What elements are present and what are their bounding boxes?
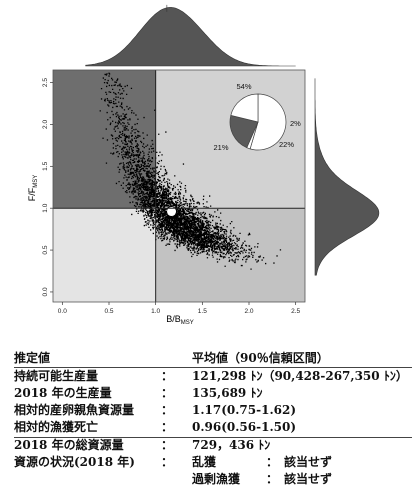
- row-colon: ：: [161, 369, 174, 383]
- row-label: 2018 年の生産量: [14, 386, 112, 400]
- row-value: 1.17(0.75-1.62): [192, 403, 297, 417]
- table-row: 持続可能生産量 ： 121,298 ﾄﾝ（90,428-267,350 ﾄﾝ）: [14, 368, 412, 385]
- row-colon: ：: [161, 403, 174, 417]
- estimates-table: 推定値 平均値（90％信頼区間） 持続可能生産量 ： 121,298 ﾄﾝ（90…: [14, 350, 412, 488]
- x-tick-label: 0.0: [58, 308, 67, 315]
- pie-slice-label: 54%: [236, 82, 251, 91]
- status-item-colon: ：: [266, 455, 279, 469]
- header-label: 推定値: [14, 351, 51, 365]
- top-density-plot: [85, 4, 296, 67]
- status-colon: ：: [161, 455, 174, 469]
- axes: 0.0 0.5 1.0 1.5 2.0 2.5 0.0 0.5 1.0 1.5 2.0 2.5: [42, 69, 306, 315]
- header-value: 平均値（90％信頼区間）: [192, 351, 329, 365]
- status-row: 過剰漁獲 ： 該当せず: [14, 471, 412, 488]
- right-density-plot: [314, 78, 380, 276]
- table-row: 相対的漁獲死亡 ： 0.96(0.56-1.50): [14, 419, 412, 436]
- reference-lines: [53, 70, 305, 302]
- y-tick-label: 2.5: [42, 78, 49, 87]
- x-tick-label: 0.5: [104, 308, 113, 315]
- kobe-plot-figure: 0.0 0.5 1.0 1.5 2.0 2.5 0.0 0.5 1.0 1.5 2.0 2.5 54%…: [27, 4, 380, 326]
- plot-frame: [52, 69, 306, 303]
- pie-slice-label: 21%: [213, 143, 228, 152]
- status-item-name: 過剰漁獲: [192, 472, 241, 486]
- row-label: 2018 年の総資源量: [14, 438, 124, 452]
- pie-slice-label: 22%: [279, 140, 294, 149]
- scatter-points: [99, 72, 282, 270]
- x-axis-label: B/BMSY: [166, 314, 194, 326]
- row-colon: ：: [161, 386, 174, 400]
- x-tick-label: 2.5: [291, 308, 300, 315]
- table-row: 相対的産卵親魚資源量 ： 1.17(0.75-1.62): [14, 402, 412, 419]
- y-tick-label: 2.0: [42, 120, 49, 129]
- status-item-value: 該当せず: [284, 472, 333, 486]
- y-tick-label: 0.5: [42, 245, 49, 254]
- status-row: 資源の状況(2018 年) ： 乱獲 ： 該当せず: [14, 454, 412, 471]
- pie-slice: [249, 93, 287, 151]
- table-header: 推定値 平均値（90％信頼区間）: [14, 350, 412, 367]
- row-label: 持続可能生産量: [14, 369, 99, 383]
- y-axis-label: F/FMSY: [27, 175, 39, 202]
- x-tick-label: 2.0: [244, 308, 253, 315]
- table-row: 2018 年の生産量 ： 135,689 ﾄﾝ: [14, 385, 412, 402]
- status-item-colon: ：: [266, 472, 279, 486]
- right-density-area: [314, 78, 380, 276]
- mean-point: [167, 207, 177, 217]
- row-value: 0.96(0.56-1.50): [192, 420, 297, 434]
- header-divider: [14, 367, 412, 368]
- row-label: 相対的産卵親魚資源量: [14, 403, 135, 417]
- pie-slice-label: 2%: [290, 119, 301, 128]
- x-tick-label: 1.5: [198, 308, 207, 315]
- pie-chart: 54% 2% 22% 21%: [213, 82, 301, 152]
- top-density-area: [85, 7, 296, 67]
- row-value: 729，436 ﾄﾝ: [192, 438, 271, 452]
- table-row: 2018 年の総資源量 ： 729，436 ﾄﾝ: [14, 437, 412, 454]
- status-label: 資源の状況(2018 年): [14, 455, 135, 469]
- x-tick-label: 1.0: [151, 308, 160, 315]
- quadrant-lower-left: [53, 208, 156, 302]
- y-tick-label: 1.5: [42, 161, 49, 170]
- row-value: 135,689 ﾄﾝ: [192, 386, 263, 400]
- pie-slice: [229, 114, 259, 149]
- pie-slice: [230, 93, 259, 123]
- y-tick-label: 1.0: [42, 203, 49, 212]
- y-tick-label: 0.0: [42, 287, 49, 296]
- section-divider: [14, 437, 412, 438]
- row-colon: ：: [161, 438, 174, 452]
- row-label: 相対的漁獲死亡: [14, 420, 99, 434]
- scatter-cloud: [99, 72, 282, 270]
- row-value: 121,298 ﾄﾝ（90,428-267,350 ﾄﾝ）: [192, 369, 408, 383]
- status-item-name: 乱獲: [192, 455, 217, 469]
- status-item-value: 該当せず: [284, 455, 333, 469]
- row-colon: ：: [161, 420, 174, 434]
